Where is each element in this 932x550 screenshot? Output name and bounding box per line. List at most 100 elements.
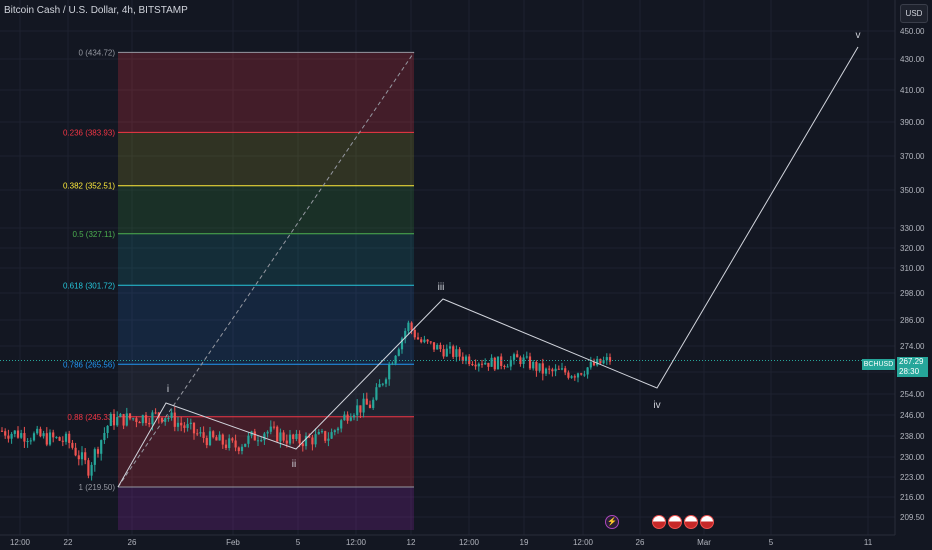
candle-body: [260, 440, 263, 442]
candle-body: [432, 342, 436, 350]
candle-body: [308, 435, 311, 438]
candle-body: [93, 449, 96, 465]
candle-body: [176, 422, 180, 427]
candle-body: [384, 379, 388, 384]
candle-body: [448, 346, 452, 349]
symbol-badge: BCHUSD: [862, 359, 895, 370]
candle-body: [356, 405, 359, 416]
price-tick-label: 286.00: [900, 316, 925, 325]
candle-body: [416, 337, 420, 340]
candle-body: [36, 428, 39, 434]
candle-body: [394, 355, 397, 364]
candle-body: [263, 433, 266, 441]
candle-body: [442, 349, 445, 357]
price-tick-label: 370.00: [900, 152, 925, 161]
candle-body: [205, 437, 208, 446]
price-tick-label: 230.00: [900, 453, 925, 462]
candle-body: [55, 437, 58, 439]
candle-body: [538, 363, 541, 371]
candle-body: [151, 412, 154, 425]
candle-body: [58, 437, 61, 441]
candle-body: [269, 426, 272, 432]
candle-body: [429, 341, 432, 343]
us-flag-icon[interactable]: [700, 515, 714, 529]
candle-body: [343, 414, 346, 421]
candle-body: [455, 349, 458, 357]
us-flag-icon[interactable]: [652, 515, 666, 529]
candle-body: [490, 357, 493, 367]
candle-body: [407, 322, 410, 331]
candle-body: [100, 440, 103, 454]
time-tick-label: 11: [864, 538, 873, 547]
candle-body: [186, 424, 189, 428]
candle-body: [500, 356, 503, 366]
candle-body: [234, 440, 237, 448]
price-tick-label: 238.00: [900, 432, 925, 441]
candle-body: [23, 433, 26, 442]
candle-body: [80, 452, 84, 460]
candle-body: [320, 431, 324, 433]
candle-body: [192, 422, 196, 434]
candle-body: [244, 443, 247, 447]
candle-body: [608, 357, 612, 362]
candle-body: [391, 363, 394, 365]
time-tick-label: 12: [407, 538, 416, 547]
candle-body: [160, 417, 164, 422]
us-flag-icon[interactable]: [668, 515, 682, 529]
fib-level-label: 0.786 (265.56): [63, 360, 115, 369]
candle-body: [330, 432, 333, 439]
candle-body: [116, 417, 119, 426]
fib-level-label: 0.5 (327.11): [72, 230, 115, 239]
candle-body: [535, 362, 538, 371]
fib-zone: [118, 132, 414, 186]
price-tick-label: 246.00: [900, 411, 925, 420]
price-tick-label: 223.00: [900, 473, 925, 482]
candle-body: [314, 434, 317, 445]
candle-body: [311, 437, 314, 445]
candle-body: [199, 432, 202, 434]
candle-body: [141, 415, 144, 424]
candle-body: [420, 339, 423, 343]
candle-body: [327, 438, 330, 441]
candle-body: [359, 405, 362, 413]
candle-body: [295, 433, 298, 439]
candle-body: [4, 431, 7, 436]
candle-body: [218, 434, 221, 441]
price-tick-label: 350.00: [900, 186, 925, 195]
candle-body: [279, 432, 282, 442]
candle-body: [560, 368, 564, 370]
candle-body: [196, 433, 199, 435]
candle-body: [516, 354, 519, 358]
candle-body: [39, 428, 42, 437]
currency-button[interactable]: USD: [900, 4, 928, 23]
candle-body: [557, 368, 560, 370]
candle-body: [413, 329, 416, 338]
candle-body: [253, 431, 256, 441]
candle-body: [167, 417, 170, 419]
time-tick-label: 12:00: [459, 538, 480, 547]
candle-body: [410, 322, 413, 330]
candle-body: [202, 432, 205, 438]
candle-body: [564, 368, 567, 373]
candle-body: [68, 433, 71, 443]
candle-body: [317, 431, 320, 435]
candle-body: [48, 432, 52, 445]
price-tick-label: 390.00: [900, 118, 925, 127]
candle-body: [237, 447, 240, 452]
fib-level-label: 0 (434.72): [79, 48, 116, 57]
lightning-event-icon[interactable]: ⚡: [605, 515, 619, 529]
us-flag-icon[interactable]: [684, 515, 698, 529]
candle-body: [138, 421, 141, 424]
candle-body: [580, 373, 583, 375]
candle-body: [605, 357, 608, 361]
candle-body: [13, 430, 16, 434]
price-tick-label: 320.00: [900, 244, 925, 253]
symbol-title[interactable]: Bitcoin Cash / U.S. Dollar, 4h, BITSTAMP: [4, 5, 188, 16]
time-tick-label: Feb: [226, 538, 240, 547]
time-axis: [0, 535, 932, 550]
candle-body: [480, 363, 484, 365]
candle-body: [231, 438, 234, 441]
candle-body: [477, 363, 480, 367]
